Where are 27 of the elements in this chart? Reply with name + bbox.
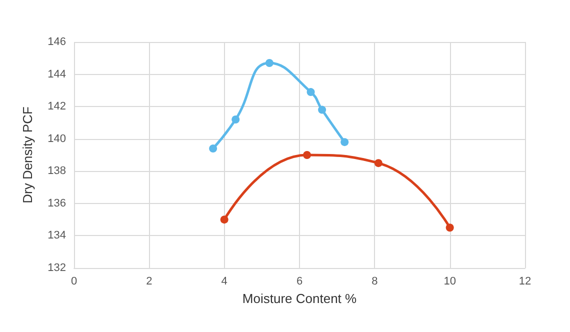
x-tick-label: 12 [518,276,532,288]
x-tick-label: 4 [221,276,228,288]
x-tick-label: 0 [70,276,78,288]
point [209,144,218,153]
y-tick-label: 132 [48,262,66,274]
point [303,151,312,159]
y-tick-label: 138 [48,165,66,178]
y-tick-label: 144 [48,68,66,80]
point [265,58,274,67]
x-tick-label: 10 [444,276,456,288]
point [306,88,315,96]
y-tick-label: 146 [48,36,66,48]
y-axis-title: Dry Density PCF [20,106,35,204]
x-tick-label: 2 [146,276,152,288]
x-axis-title: Moisture Content % [242,290,358,306]
y-tick-label: 142 [48,100,66,113]
y-tick-label: 136 [48,197,66,210]
point [340,138,349,146]
x-tick-label: 6 [296,276,303,288]
point [220,216,228,224]
x-tick-label: 8 [372,276,378,288]
point [232,115,240,124]
point [446,224,454,232]
y-tick-label: 140 [48,132,66,145]
y-tick-label: 134 [48,230,66,242]
point [374,159,382,168]
point [318,106,326,114]
